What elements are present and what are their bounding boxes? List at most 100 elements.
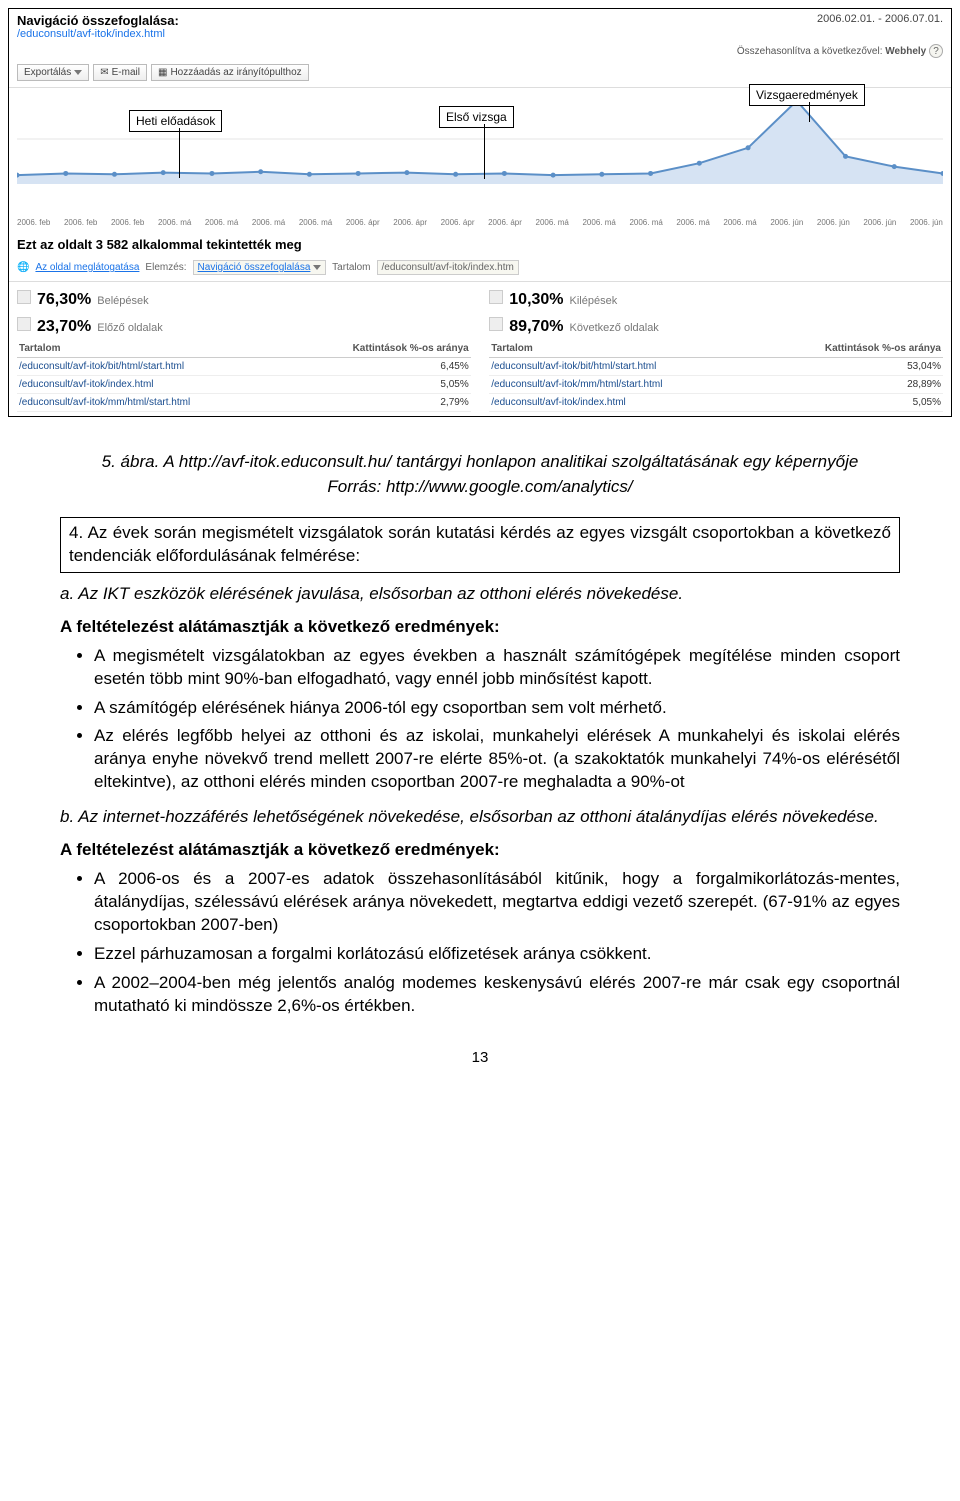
table-row[interactable]: /educonsult/avf-itok/index.html5,05% xyxy=(17,376,471,394)
compare-label: Összehasonlítva a következővel: xyxy=(737,46,883,57)
compare-value: Webhely xyxy=(885,46,926,57)
callout-3: Vizsgaeredmények xyxy=(749,84,865,106)
chart-marker[interactable] xyxy=(648,171,653,176)
right-th2[interactable]: Kattintások %-os aránya xyxy=(758,340,943,358)
right-stat2-pct: 89,70% xyxy=(509,318,563,336)
chart-marker[interactable] xyxy=(112,172,117,177)
table-row[interactable]: /educonsult/avf-itok/mm/html/start.html2… xyxy=(17,394,471,412)
figure-caption-1: 5. ábra. A http://avf-itok.educonsult.hu… xyxy=(60,451,900,474)
callout-1: Heti előadások xyxy=(129,110,222,132)
left-th2[interactable]: Kattintások %-os aránya xyxy=(286,340,471,358)
path-cell[interactable]: /educonsult/avf-itok/index.html xyxy=(17,376,286,394)
x-tick-label: 2006. ápr xyxy=(346,218,380,227)
callout-2: Első vizsga xyxy=(439,106,514,128)
add-dashboard-button[interactable]: ▦ Hozzáadás az irányítópulthoz xyxy=(151,64,309,81)
path-cell[interactable]: /educonsult/avf-itok/bit/html/start.html xyxy=(17,358,286,376)
path-cell[interactable]: /educonsult/avf-itok/mm/html/start.html xyxy=(489,376,758,394)
compare-row: Összehasonlítva a következővel: Webhely … xyxy=(9,44,951,62)
date-range[interactable]: 2006.02.01. - 2006.07.01. xyxy=(817,13,943,25)
chart-marker[interactable] xyxy=(161,170,166,175)
right-stat1-pct: 10,30% xyxy=(509,291,563,309)
nav-path[interactable]: /educonsult/avf-itok/index.html xyxy=(17,28,179,40)
globe-icon: 🌐 xyxy=(17,262,29,273)
next-pages-icon xyxy=(489,317,503,331)
list-item: A 2002–2004-ben még jelentős analóg mode… xyxy=(94,972,900,1018)
x-tick-label: 2006. jún xyxy=(817,218,850,227)
chart-marker[interactable] xyxy=(892,164,897,169)
page-number: 13 xyxy=(60,1048,900,1068)
funnel-in-icon xyxy=(17,290,31,304)
list-item: A megismételt vizsgálatokban az egyes év… xyxy=(94,645,900,691)
chart-marker[interactable] xyxy=(599,172,604,177)
email-button[interactable]: ✉ E-mail xyxy=(93,64,147,81)
x-tick-label: 2006. feb xyxy=(64,218,97,227)
stats-row: 76,30% Belépések 23,70% Előző oldalak Ta… xyxy=(9,282,951,416)
mail-icon: ✉ xyxy=(100,67,108,78)
pct-cell: 2,79% xyxy=(286,394,471,412)
callout-1-line xyxy=(179,128,180,178)
path-cell[interactable]: /educonsult/avf-itok/mm/html/start.html xyxy=(17,394,286,412)
x-tick-label: 2006. feb xyxy=(111,218,144,227)
pct-cell: 53,04% xyxy=(758,358,943,376)
x-tick-label: 2006. má xyxy=(582,218,615,227)
list-item: Az elérés legfőbb helyei az otthoni és a… xyxy=(94,725,900,794)
path-cell[interactable]: /educonsult/avf-itok/bit/html/start.html xyxy=(489,358,758,376)
chart-marker[interactable] xyxy=(209,171,214,176)
chart-marker[interactable] xyxy=(404,170,409,175)
pct-cell: 28,89% xyxy=(758,376,943,394)
document-body: 5. ábra. A http://avf-itok.educonsult.hu… xyxy=(0,425,960,1108)
x-tick-label: 2006. feb xyxy=(17,218,50,227)
x-tick-label: 2006. jún xyxy=(863,218,896,227)
bullet-list-1: A megismételt vizsgálatokban az egyes év… xyxy=(94,645,900,795)
subheading-1: A feltételezést alátámasztják a következ… xyxy=(60,616,900,639)
figure-caption-2: Forrás: http://www.google.com/analytics/ xyxy=(60,476,900,499)
breadcrumb: 🌐 Az oldal meglátogatása Elemzés: Navigá… xyxy=(9,258,951,282)
pct-cell: 5,05% xyxy=(286,376,471,394)
export-button[interactable]: Exportálás xyxy=(17,64,89,81)
chart-marker[interactable] xyxy=(843,154,848,159)
right-table: Tartalom Kattintások %-os aránya /educon… xyxy=(489,340,943,412)
chart-marker[interactable] xyxy=(502,171,507,176)
box-4: 4. Az évek során megismételt vizsgálatok… xyxy=(60,517,900,573)
left-th1[interactable]: Tartalom xyxy=(17,340,286,358)
chart-marker[interactable] xyxy=(63,171,68,176)
analytics-panel: Navigáció összefoglalása: /educonsult/av… xyxy=(8,8,952,417)
add-dashboard-label: Hozzáadás az irányítópulthoz xyxy=(170,67,301,78)
x-tick-label: 2006. má xyxy=(252,218,285,227)
chart-marker[interactable] xyxy=(453,172,458,177)
table-row[interactable]: /educonsult/avf-itok/bit/html/start.html… xyxy=(489,358,943,376)
subheading-2: A feltételezést alátámasztják a következ… xyxy=(60,839,900,862)
path-cell[interactable]: /educonsult/avf-itok/index.html xyxy=(489,394,758,412)
x-tick-label: 2006. ápr xyxy=(488,218,522,227)
chart-marker[interactable] xyxy=(697,161,702,166)
x-tick-label: 2006. má xyxy=(629,218,662,227)
x-tick-label: 2006. jún xyxy=(910,218,943,227)
x-tick-label: 2006. jún xyxy=(770,218,803,227)
chevron-down-icon xyxy=(74,70,82,75)
table-row[interactable]: /educonsult/avf-itok/bit/html/start.html… xyxy=(17,358,471,376)
x-tick-label: 2006. má xyxy=(299,218,332,227)
chart-marker[interactable] xyxy=(356,171,361,176)
table-row[interactable]: /educonsult/avf-itok/index.html5,05% xyxy=(489,394,943,412)
browse-dropdown[interactable]: Navigáció összefoglalása xyxy=(193,260,327,275)
x-tick-label: 2006. ápr xyxy=(393,218,427,227)
left-stat2-pct: 23,70% xyxy=(37,318,91,336)
left-stats: 76,30% Belépések 23,70% Előző oldalak Ta… xyxy=(17,286,471,412)
bullet-list-2: A 2006-os és a 2007-es adatok összehason… xyxy=(94,868,900,1018)
content-input[interactable]: /educonsult/avf-itok/index.htm xyxy=(377,260,519,275)
item-b: b. Az internet-hozzáférés lehetőségének … xyxy=(60,806,900,829)
view-page-link[interactable]: Az oldal meglátogatása xyxy=(35,262,139,273)
x-tick-label: 2006. má xyxy=(158,218,191,227)
left-table: Tartalom Kattintások %-os aránya /educon… xyxy=(17,340,471,412)
left-stat2-label: Előző oldalak xyxy=(97,322,162,334)
chart-marker[interactable] xyxy=(746,145,751,150)
chart-marker[interactable] xyxy=(258,169,263,174)
right-stat2-label: Következő oldalak xyxy=(570,322,659,334)
table-row[interactable]: /educonsult/avf-itok/mm/html/start.html2… xyxy=(489,376,943,394)
help-icon[interactable]: ? xyxy=(929,44,943,58)
right-th1[interactable]: Tartalom xyxy=(489,340,758,358)
chart-marker[interactable] xyxy=(307,172,312,177)
summary-count: 3 582 xyxy=(96,237,129,252)
top-bar: Navigáció összefoglalása: /educonsult/av… xyxy=(9,9,951,44)
chart-marker[interactable] xyxy=(551,173,556,178)
